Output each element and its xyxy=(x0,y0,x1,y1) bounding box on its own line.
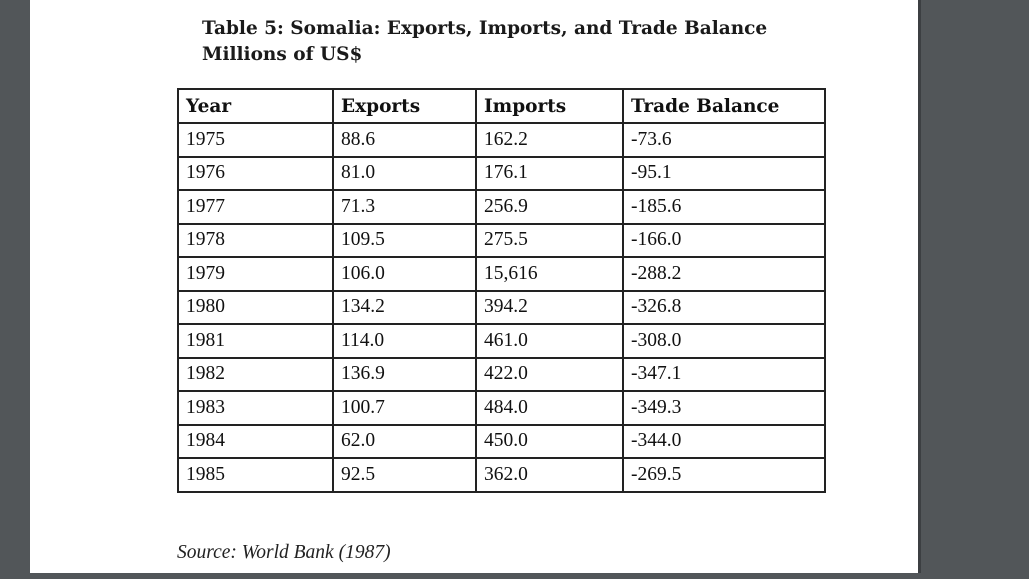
cell-year: 1979 xyxy=(177,256,334,292)
cell-year: 1976 xyxy=(177,155,334,191)
cell-year: 1975 xyxy=(177,122,334,158)
cell-imports: 461.0 xyxy=(475,323,624,359)
cell-exports: 136.9 xyxy=(332,356,477,392)
cell-imports: 362.0 xyxy=(475,457,624,493)
cell-trade-balance: -185.6 xyxy=(622,189,826,225)
cell-imports: 394.2 xyxy=(475,289,624,325)
cell-exports: 100.7 xyxy=(332,390,477,426)
header-trade-balance: Trade Balance xyxy=(622,88,826,124)
cell-year: 1978 xyxy=(177,222,334,258)
cell-trade-balance: -288.2 xyxy=(622,256,826,292)
document-page: Table 5: Somalia: Exports, Imports, and … xyxy=(30,0,921,573)
table-row: 1980 134.2 394.2 -326.8 xyxy=(177,289,826,325)
table-row: 1985 92.5 362.0 -269.5 xyxy=(177,457,826,493)
cell-imports: 176.1 xyxy=(475,155,624,191)
cell-trade-balance: -308.0 xyxy=(622,323,826,359)
cell-imports: 256.9 xyxy=(475,189,624,225)
table-row: 1976 81.0 176.1 -95.1 xyxy=(177,155,826,191)
cell-trade-balance: -269.5 xyxy=(622,457,826,493)
cell-trade-balance: -349.3 xyxy=(622,390,826,426)
cell-year: 1981 xyxy=(177,323,334,359)
cell-trade-balance: -73.6 xyxy=(622,122,826,158)
table-row: 1979 106.0 15,616 -288.2 xyxy=(177,256,826,292)
table-title-line-2: Millions of US$ xyxy=(202,44,363,65)
cell-trade-balance: -347.1 xyxy=(622,356,826,392)
cell-exports: 134.2 xyxy=(332,289,477,325)
table-row: 1975 88.6 162.2 -73.6 xyxy=(177,122,826,158)
cell-year: 1980 xyxy=(177,289,334,325)
cell-imports: 275.5 xyxy=(475,222,624,258)
cell-imports: 15,616 xyxy=(475,256,624,292)
cell-imports: 162.2 xyxy=(475,122,624,158)
cell-imports: 484.0 xyxy=(475,390,624,426)
table-title: Table 5: Somalia: Exports, Imports, and … xyxy=(202,16,767,68)
cell-exports: 106.0 xyxy=(332,256,477,292)
table-row: 1984 62.0 450.0 -344.0 xyxy=(177,423,826,459)
table-body: 1975 88.6 162.2 -73.6 1976 81.0 176.1 -95.1 1977… xyxy=(177,122,826,493)
cell-trade-balance: -166.0 xyxy=(622,222,826,258)
cell-year: 1982 xyxy=(177,356,334,392)
table-row: 1977 71.3 256.9 -185.6 xyxy=(177,189,826,225)
header-imports: Imports xyxy=(475,88,624,124)
header-year: Year xyxy=(177,88,334,124)
cell-exports: 81.0 xyxy=(332,155,477,191)
cell-year: 1985 xyxy=(177,457,334,493)
table-row: 1982 136.9 422.0 -347.1 xyxy=(177,356,826,392)
source-note: Source: World Bank (1987) xyxy=(177,542,391,563)
cell-trade-balance: -95.1 xyxy=(622,155,826,191)
cell-imports: 450.0 xyxy=(475,423,624,459)
cell-year: 1983 xyxy=(177,390,334,426)
cell-imports: 422.0 xyxy=(475,356,624,392)
table-row: 1981 114.0 461.0 -308.0 xyxy=(177,323,826,359)
table-title-line-1: Table 5: Somalia: Exports, Imports, and … xyxy=(202,18,768,39)
cell-exports: 62.0 xyxy=(332,423,477,459)
header-exports: Exports xyxy=(332,88,477,124)
cell-exports: 88.6 xyxy=(332,122,477,158)
cell-exports: 71.3 xyxy=(332,189,477,225)
table-row: 1983 100.7 484.0 -349.3 xyxy=(177,390,826,426)
table-row: 1978 109.5 275.5 -166.0 xyxy=(177,222,826,258)
cell-exports: 109.5 xyxy=(332,222,477,258)
cell-year: 1977 xyxy=(177,189,334,225)
cell-exports: 114.0 xyxy=(332,323,477,359)
cell-year: 1984 xyxy=(177,423,334,459)
cell-trade-balance: -344.0 xyxy=(622,423,826,459)
table-header-row: Year Exports Imports Trade Balance xyxy=(177,88,826,124)
cell-exports: 92.5 xyxy=(332,457,477,493)
cell-trade-balance: -326.8 xyxy=(622,289,826,325)
trade-table: Year Exports Imports Trade Balance 1975 8… xyxy=(177,88,826,493)
